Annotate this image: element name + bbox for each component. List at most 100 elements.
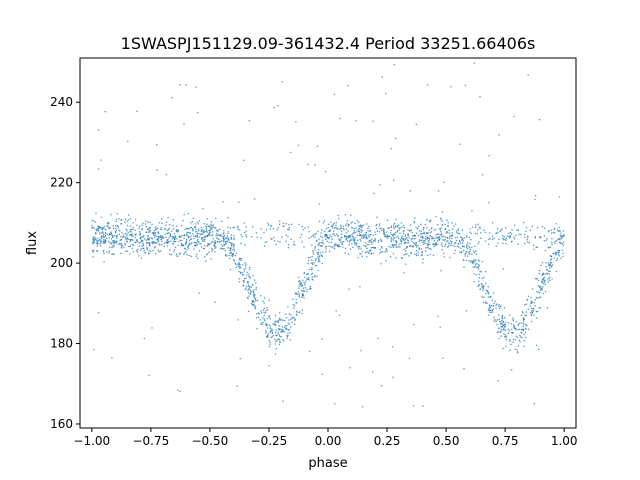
data-point bbox=[354, 222, 356, 225]
data-point bbox=[562, 241, 565, 243]
data-point bbox=[428, 237, 430, 239]
data-point bbox=[319, 235, 322, 238]
data-point bbox=[462, 240, 465, 242]
data-point bbox=[457, 232, 460, 235]
data-point bbox=[211, 250, 213, 253]
data-point bbox=[485, 282, 487, 285]
data-point bbox=[498, 314, 500, 316]
data-point bbox=[335, 222, 338, 224]
data-point bbox=[403, 226, 406, 229]
data-point bbox=[355, 119, 357, 122]
data-point bbox=[557, 249, 559, 252]
data-point bbox=[485, 300, 487, 303]
data-point bbox=[111, 357, 113, 359]
data-point bbox=[428, 239, 431, 241]
data-point bbox=[248, 119, 251, 122]
data-point bbox=[263, 302, 265, 304]
data-point bbox=[154, 234, 157, 236]
data-point bbox=[260, 237, 262, 239]
data-point bbox=[121, 232, 123, 234]
data-point bbox=[249, 289, 252, 292]
data-point bbox=[447, 244, 450, 247]
data-point bbox=[274, 322, 276, 324]
data-point bbox=[392, 226, 395, 228]
data-point bbox=[287, 246, 290, 249]
data-point bbox=[291, 321, 293, 324]
data-point bbox=[453, 225, 455, 227]
data-point bbox=[296, 293, 299, 296]
data-point bbox=[172, 218, 175, 221]
data-point bbox=[354, 243, 356, 246]
data-point bbox=[203, 223, 206, 225]
data-point bbox=[527, 74, 529, 76]
data-point bbox=[473, 251, 476, 254]
data-point bbox=[503, 316, 506, 319]
data-point bbox=[487, 296, 490, 298]
data-point bbox=[185, 241, 188, 244]
data-point bbox=[437, 315, 439, 317]
data-point bbox=[302, 279, 304, 281]
data-point bbox=[496, 331, 499, 333]
data-point bbox=[123, 246, 125, 248]
data-point bbox=[473, 273, 475, 275]
data-point bbox=[146, 248, 149, 251]
data-point bbox=[249, 286, 251, 288]
data-point bbox=[316, 145, 319, 148]
x-tick-label: −0.50 bbox=[192, 434, 229, 448]
data-point bbox=[514, 348, 516, 350]
data-point bbox=[502, 347, 504, 350]
data-point bbox=[498, 238, 500, 240]
data-point bbox=[93, 227, 95, 229]
data-point bbox=[480, 237, 482, 240]
data-point bbox=[547, 231, 550, 233]
data-point bbox=[321, 262, 324, 265]
data-point bbox=[562, 255, 564, 258]
data-point bbox=[196, 243, 199, 246]
data-point bbox=[174, 246, 177, 249]
data-point bbox=[533, 248, 535, 251]
data-point bbox=[541, 261, 544, 264]
data-point bbox=[278, 317, 281, 319]
data-point bbox=[319, 245, 322, 247]
data-point bbox=[324, 238, 327, 241]
data-point bbox=[361, 224, 363, 227]
data-point bbox=[136, 224, 138, 226]
data-point bbox=[542, 292, 545, 295]
data-point bbox=[160, 234, 162, 237]
data-point bbox=[395, 218, 397, 221]
data-point bbox=[374, 233, 377, 236]
data-point bbox=[498, 134, 500, 136]
data-point bbox=[525, 226, 528, 229]
data-point bbox=[250, 302, 253, 305]
data-point bbox=[288, 328, 291, 331]
data-point bbox=[102, 236, 105, 238]
data-point bbox=[272, 236, 275, 239]
data-point bbox=[278, 324, 281, 327]
data-point bbox=[408, 237, 411, 239]
data-point bbox=[252, 294, 255, 296]
data-point bbox=[105, 237, 108, 239]
data-point bbox=[298, 285, 300, 287]
data-point bbox=[281, 339, 284, 341]
data-point bbox=[364, 236, 366, 239]
data-point bbox=[444, 245, 446, 247]
data-point bbox=[561, 249, 563, 251]
data-point bbox=[346, 232, 348, 234]
data-point bbox=[338, 314, 341, 317]
data-point bbox=[229, 268, 232, 271]
data-point bbox=[368, 241, 371, 243]
data-point bbox=[195, 255, 197, 257]
data-point bbox=[466, 234, 468, 237]
data-point bbox=[517, 324, 520, 326]
data-point bbox=[500, 229, 502, 231]
y-tick-label: 160 bbox=[50, 417, 73, 431]
data-point bbox=[116, 237, 118, 240]
data-point bbox=[118, 242, 121, 245]
data-point bbox=[519, 341, 521, 343]
data-point bbox=[436, 224, 439, 226]
data-point bbox=[111, 244, 114, 247]
data-point bbox=[395, 236, 398, 238]
data-point bbox=[493, 316, 495, 319]
data-point bbox=[244, 244, 246, 246]
data-point bbox=[173, 238, 176, 241]
